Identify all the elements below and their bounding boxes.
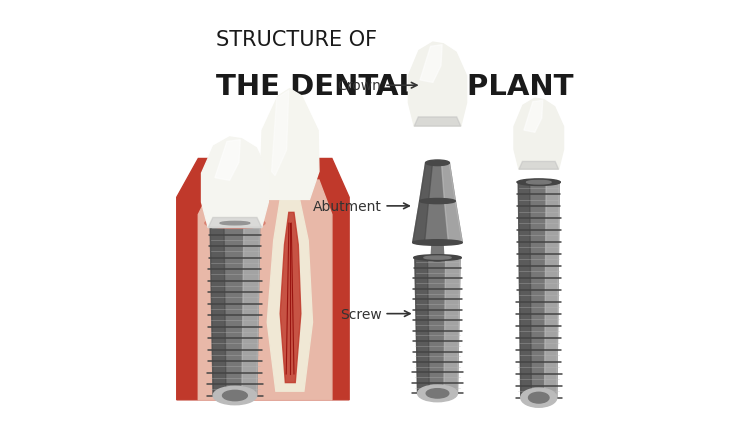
Polygon shape xyxy=(202,138,268,228)
Polygon shape xyxy=(198,181,332,400)
Ellipse shape xyxy=(418,385,458,402)
Ellipse shape xyxy=(526,181,551,184)
Ellipse shape xyxy=(420,199,455,204)
Ellipse shape xyxy=(223,390,248,401)
Polygon shape xyxy=(415,258,460,393)
Polygon shape xyxy=(414,118,460,127)
Ellipse shape xyxy=(205,218,265,229)
Polygon shape xyxy=(215,140,240,181)
Text: THE DENTAL IMPLANT: THE DENTAL IMPLANT xyxy=(215,73,573,101)
Polygon shape xyxy=(518,183,560,398)
Polygon shape xyxy=(413,202,428,243)
Polygon shape xyxy=(177,159,350,400)
Ellipse shape xyxy=(425,161,449,166)
Ellipse shape xyxy=(426,389,448,398)
Ellipse shape xyxy=(413,240,462,246)
Polygon shape xyxy=(415,258,429,393)
Ellipse shape xyxy=(209,221,261,227)
Text: STRUCTURE OF: STRUCTURE OF xyxy=(215,30,376,50)
Ellipse shape xyxy=(220,222,250,225)
Ellipse shape xyxy=(213,387,256,405)
Polygon shape xyxy=(514,99,563,170)
Polygon shape xyxy=(210,224,226,396)
Ellipse shape xyxy=(529,392,549,403)
Polygon shape xyxy=(444,258,460,393)
Polygon shape xyxy=(544,183,560,398)
Polygon shape xyxy=(261,89,319,200)
Ellipse shape xyxy=(520,388,556,407)
Ellipse shape xyxy=(431,257,444,261)
Polygon shape xyxy=(420,46,442,83)
Polygon shape xyxy=(445,202,462,243)
Polygon shape xyxy=(272,91,289,176)
Polygon shape xyxy=(420,163,433,202)
Polygon shape xyxy=(431,243,444,259)
Polygon shape xyxy=(519,162,559,170)
Text: Abutment: Abutment xyxy=(313,200,410,213)
Polygon shape xyxy=(518,183,532,398)
Ellipse shape xyxy=(424,256,451,260)
Polygon shape xyxy=(267,200,313,391)
Text: Screw: Screw xyxy=(340,307,410,321)
Polygon shape xyxy=(242,224,260,396)
Polygon shape xyxy=(413,202,462,243)
Ellipse shape xyxy=(518,179,560,186)
Ellipse shape xyxy=(414,255,461,261)
Polygon shape xyxy=(524,101,543,133)
Polygon shape xyxy=(409,43,466,127)
Polygon shape xyxy=(420,163,455,202)
Polygon shape xyxy=(210,224,260,396)
Text: Crown: Crown xyxy=(338,79,417,93)
Polygon shape xyxy=(209,218,262,228)
Polygon shape xyxy=(442,163,455,202)
Polygon shape xyxy=(280,213,301,383)
